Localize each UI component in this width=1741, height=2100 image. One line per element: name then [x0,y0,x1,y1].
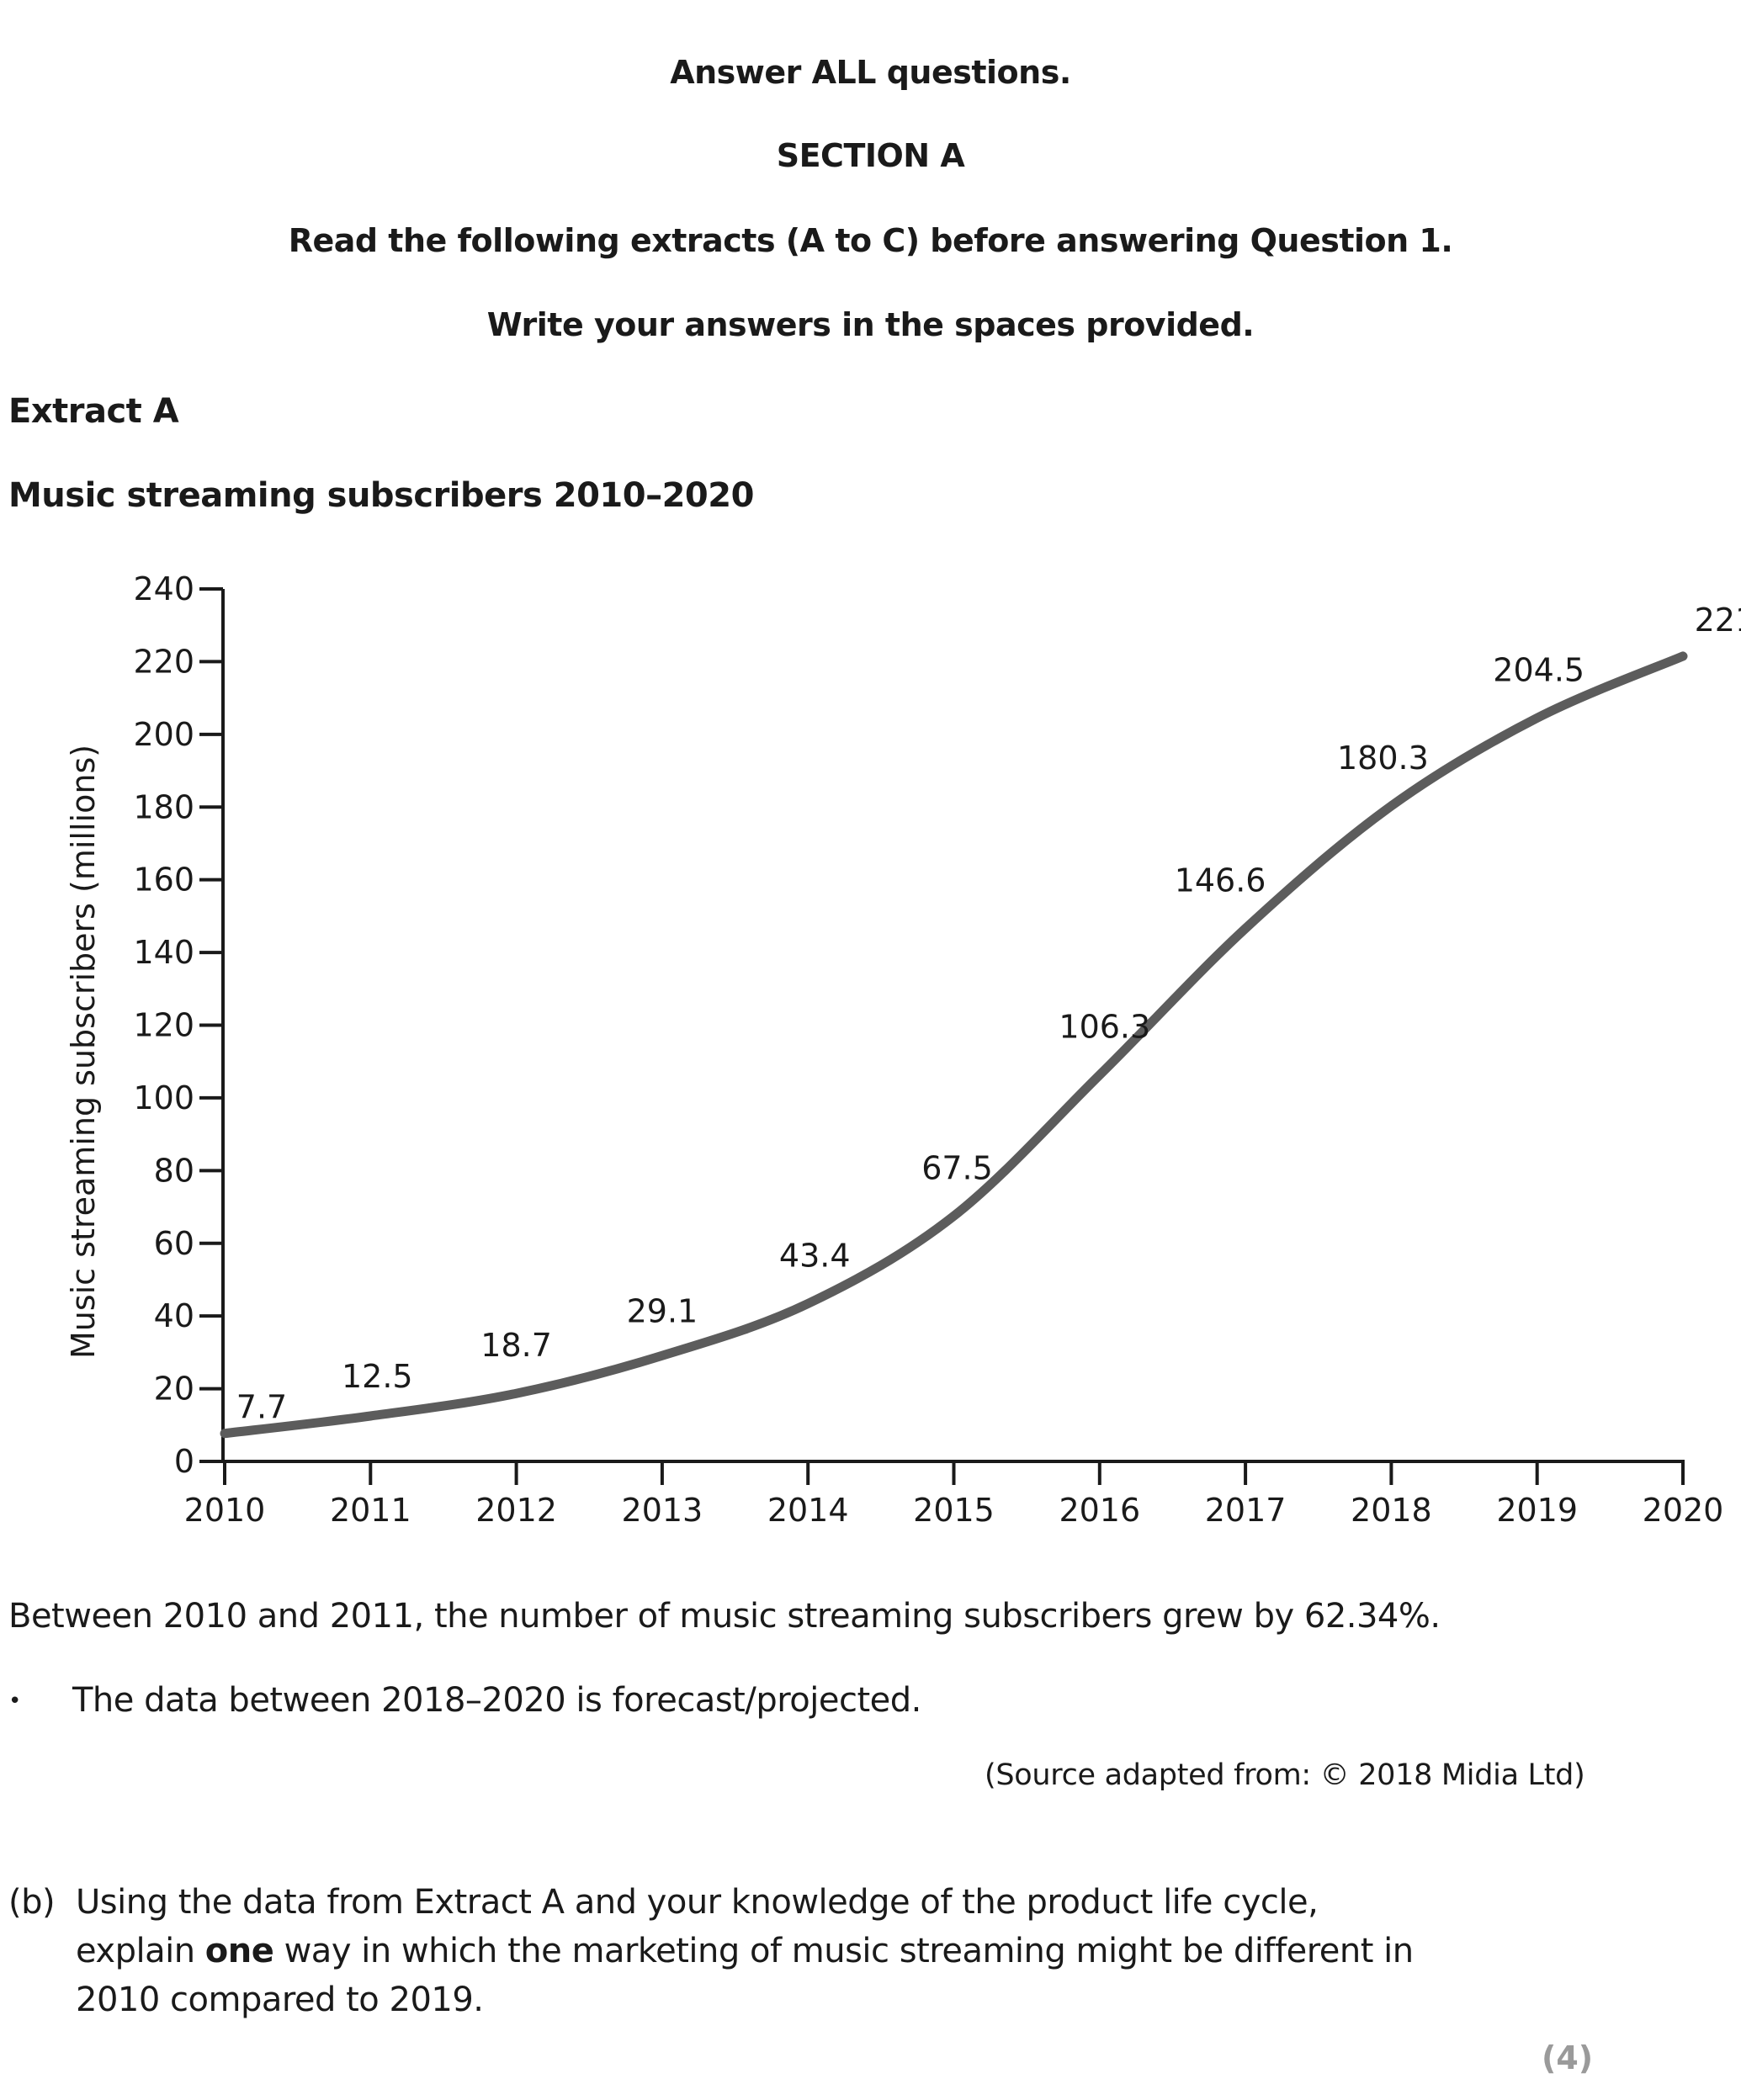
y-tick-label: 80 [154,1152,194,1189]
data-label: 67.5 [921,1149,993,1186]
read-extracts-heading: Read the following extracts (A to C) bef… [288,222,1453,259]
data-label: 29.1 [627,1292,698,1329]
question-tag: (b) [8,1883,56,1922]
source-citation: (Source adapted from: © 2018 Midia Ltd) [985,1758,1585,1792]
data-label: 7.7 [236,1389,287,1426]
x-tick-label: 2013 [622,1492,703,1529]
growth-note: Between 2010 and 2011, the number of mus… [8,1597,1441,1636]
y-axis: 0 20 40 60 80 100 120 140 160 180 200 220 240 [133,570,225,1480]
extract-label: Extract A [8,392,179,431]
x-tick-label: 2017 [1205,1492,1287,1529]
data-label: 204.5 [1493,651,1584,688]
question-b: (b) Using the data from Extract A and you… [8,1878,1414,2024]
x-tick-label: 2020 [1643,1492,1724,1529]
y-tick-label: 120 [133,1007,194,1044]
extract-title: Music streaming subscribers 2010–2020 [8,476,754,515]
series-line [220,651,1688,1439]
marks-indicator: (4) [1542,2039,1594,2076]
question-line-1: Using the data from Extract A and your k… [76,1883,1319,1922]
data-labels: 7.7 12.5 18.7 29.1 43.4 67.5 106.3 146.6 180.3 20… [236,602,1741,1426]
y-axis-label: Music streaming subscribers (millions) [65,745,102,1359]
question-line-2: explain one way in which the marketing o… [8,1927,1414,1975]
x-tick-label: 2015 [913,1492,995,1529]
y-tick-label: 220 [133,643,194,680]
y-tick-label: 40 [154,1297,194,1334]
y-tick-label: 200 [133,716,194,753]
question-line-3: 2010 compared to 2019. [76,1981,484,2019]
data-label: 18.7 [480,1327,552,1364]
y-tick-label: 0 [174,1443,194,1480]
question-line-2-pre: explain [76,1932,205,1970]
question-line-2-bold: one [204,1932,274,1970]
data-label: 12.5 [342,1358,413,1395]
y-tick-label: 180 [133,788,194,825]
y-tick-label: 20 [154,1371,194,1408]
y-tick-label: 140 [133,934,194,971]
x-tick-label: 2010 [184,1492,266,1529]
bullet-symbol: • [8,1689,21,1714]
data-label: 106.3 [1059,1009,1150,1046]
data-label: 180.3 [1337,740,1429,777]
x-tick-label: 2014 [767,1492,849,1529]
data-label: 221.5 [1695,602,1741,639]
forecast-note: The data between 2018–2020 is forecast/p… [72,1681,921,1720]
instruction-heading: Answer ALL questions. [670,54,1071,91]
y-tick-label: 160 [133,862,194,899]
x-tick-label: 2019 [1496,1492,1578,1529]
y-tick-label: 60 [154,1225,194,1262]
x-axis: 2010 2011 2012 2013 2014 2015 2016 2017 2018 2019… [184,1460,1724,1529]
data-label: 146.6 [1175,862,1266,899]
question-line-2-post: way in which the marketing of music stre… [273,1932,1415,1970]
x-tick-label: 2012 [475,1492,557,1529]
x-tick-label: 2018 [1351,1492,1432,1529]
series-line-group [220,651,1688,1439]
x-tick-label: 2016 [1059,1492,1140,1529]
write-answers-heading: Write your answers in the spaces provide… [486,306,1255,343]
x-tick-label: 2011 [330,1492,411,1529]
section-heading: SECTION A [776,137,965,174]
data-label: 43.4 [779,1237,851,1274]
y-tick-label: 240 [133,570,194,607]
y-tick-label: 100 [133,1079,194,1116]
